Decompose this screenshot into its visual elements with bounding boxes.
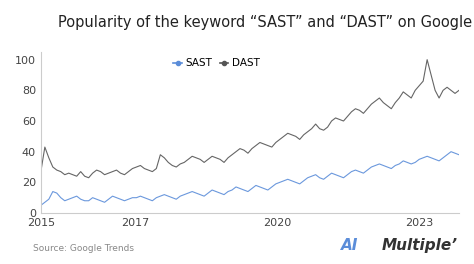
Legend: SAST, DAST: SAST, DAST [169, 54, 264, 72]
Text: AI: AI [341, 238, 359, 253]
Text: Popularity of the keyword “SAST” and “DAST” on Google: Popularity of the keyword “SAST” and “DA… [57, 15, 472, 30]
Text: Source: Google Trends: Source: Google Trends [33, 244, 134, 253]
Text: Multiple’: Multiple’ [382, 238, 457, 253]
